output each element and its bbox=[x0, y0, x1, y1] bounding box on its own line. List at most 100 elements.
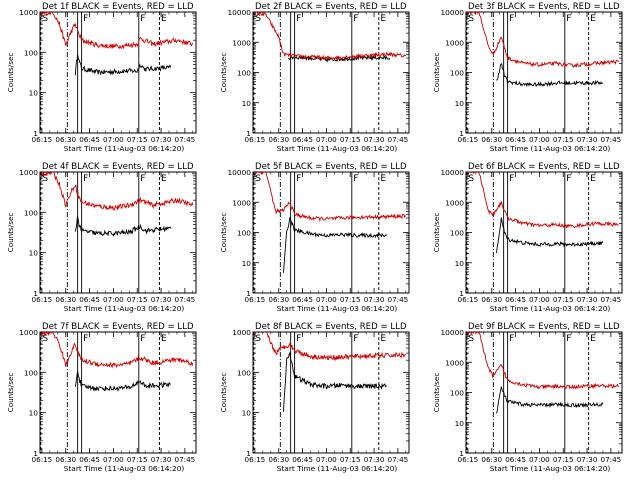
x-tick-label: 07:45 bbox=[388, 295, 409, 304]
y-tick-label: 1000 bbox=[19, 328, 38, 337]
event-marker-label: E bbox=[590, 14, 596, 24]
plot-frame bbox=[252, 171, 410, 294]
event-marker-label: E bbox=[161, 14, 167, 24]
x-tick-label: 06:45 bbox=[292, 135, 313, 144]
event-marker-label: F bbox=[140, 174, 145, 184]
x-tick-label: 07:30 bbox=[577, 295, 598, 304]
event-marker-label: F bbox=[296, 334, 301, 344]
plot-frame bbox=[465, 171, 623, 294]
event-marker-label: F bbox=[566, 334, 571, 344]
x-tick-label: 06:15 bbox=[458, 455, 479, 464]
plot-frame bbox=[39, 331, 197, 454]
y-tick-label: 1 bbox=[33, 449, 38, 458]
x-tick-label: 07:00 bbox=[316, 135, 337, 144]
event-marker-label: F bbox=[296, 14, 301, 24]
panel-det-9: Det 9f BLACK = Events, RED = LLD Counts/s… bbox=[432, 322, 623, 473]
x-tick-label: 07:30 bbox=[151, 135, 172, 144]
y-tick-label: 1000 bbox=[445, 358, 464, 367]
y-axis-label: Counts/sec bbox=[219, 373, 228, 413]
x-tick-label: 06:30 bbox=[481, 455, 502, 464]
x-tick-label: 06:45 bbox=[292, 455, 313, 464]
y-tick-label: 10000 bbox=[227, 8, 251, 17]
panel-det-7: Det 7f BLACK = Events, RED = LLD Counts/s… bbox=[6, 322, 197, 473]
event-marker-label: E bbox=[161, 334, 167, 344]
panel-det-5: Det 5f BLACK = Events, RED = LLD Counts/s… bbox=[219, 162, 410, 313]
y-tick-label: 1 bbox=[246, 289, 251, 298]
x-tick-label: 06:15 bbox=[32, 135, 53, 144]
series-lld-line bbox=[253, 172, 407, 223]
y-tick-label: 1 bbox=[33, 129, 38, 138]
x-tick-label: 07:45 bbox=[388, 135, 409, 144]
x-axis-label: Start Time (11-Aug-03 06:14:20) bbox=[490, 304, 611, 313]
x-axis-label: Start Time (11-Aug-03 06:14:20) bbox=[277, 144, 398, 153]
y-tick-label: 100 bbox=[24, 208, 38, 217]
panel-det-3: Det 3f BLACK = Events, RED = LLD Counts/s… bbox=[432, 2, 623, 153]
event-marker-label: S bbox=[255, 14, 261, 24]
x-tick-label: 06:45 bbox=[79, 135, 100, 144]
x-tick-label: 07:15 bbox=[553, 455, 574, 464]
event-marker-label: S bbox=[42, 334, 48, 344]
y-tick-label: 1 bbox=[246, 129, 251, 138]
x-tick-label: 07:15 bbox=[127, 455, 148, 464]
x-tick-label: 06:15 bbox=[32, 295, 53, 304]
series-lld-line bbox=[40, 332, 194, 369]
y-tick-label: 1000 bbox=[232, 38, 251, 47]
event-marker-label: F bbox=[566, 14, 571, 24]
y-tick-label: 1000 bbox=[19, 168, 38, 177]
x-tick-label: 07:45 bbox=[175, 295, 196, 304]
chart-title: Det 8f BLACK = Events, RED = LLD bbox=[255, 322, 407, 332]
event-marker-label: S bbox=[42, 174, 48, 184]
y-tick-label: 10 bbox=[455, 419, 465, 428]
y-tick-label: 1000 bbox=[445, 38, 464, 47]
x-tick-label: 07:45 bbox=[601, 455, 622, 464]
y-tick-label: 100 bbox=[450, 229, 464, 238]
x-tick-label: 06:15 bbox=[245, 455, 266, 464]
x-tick-label: 06:15 bbox=[458, 135, 479, 144]
y-tick-label: 100 bbox=[237, 69, 251, 78]
series-events-line bbox=[74, 371, 171, 392]
event-marker-label: E bbox=[161, 174, 167, 184]
x-tick-label: 06:45 bbox=[505, 135, 526, 144]
x-tick-label: 07:00 bbox=[316, 295, 337, 304]
event-marker-label: E bbox=[590, 334, 596, 344]
y-axis-label: Counts/sec bbox=[432, 213, 441, 253]
y-tick-label: 1000 bbox=[19, 8, 38, 17]
chart-title: Det 6f BLACK = Events, RED = LLD bbox=[468, 162, 620, 172]
event-marker-label: S bbox=[468, 174, 474, 184]
x-axis-label: Start Time (11-Aug-03 06:14:20) bbox=[64, 304, 185, 313]
event-marker-label: F bbox=[140, 14, 145, 24]
x-tick-label: 07:15 bbox=[340, 455, 361, 464]
x-axis-label: Start Time (11-Aug-03 06:14:20) bbox=[64, 464, 185, 473]
y-axis-label: Counts/sec bbox=[219, 213, 228, 253]
event-marker-label: F bbox=[83, 174, 88, 184]
y-tick-label: 100 bbox=[237, 368, 251, 377]
y-axis-label: Counts/sec bbox=[6, 213, 15, 253]
y-axis-label: Counts/sec bbox=[219, 53, 228, 93]
event-marker-label: F bbox=[353, 174, 358, 184]
x-tick-label: 07:15 bbox=[340, 135, 361, 144]
y-tick-label: 1 bbox=[246, 449, 251, 458]
series-lld-line bbox=[466, 12, 619, 68]
plot-frame bbox=[39, 11, 197, 134]
series-events-line bbox=[74, 54, 172, 76]
x-tick-label: 06:15 bbox=[245, 295, 266, 304]
x-axis-label: Start Time (11-Aug-03 06:14:20) bbox=[277, 464, 398, 473]
y-axis-label: Counts/sec bbox=[432, 373, 441, 413]
event-marker-label: F bbox=[83, 14, 88, 24]
series-events-line bbox=[283, 217, 388, 273]
event-marker-label: S bbox=[468, 334, 474, 344]
y-tick-label: 100 bbox=[450, 389, 464, 398]
event-marker-label: E bbox=[380, 334, 386, 344]
x-tick-label: 06:45 bbox=[79, 295, 100, 304]
y-tick-label: 10 bbox=[29, 249, 39, 258]
x-tick-label: 07:15 bbox=[340, 295, 361, 304]
event-marker-label: F bbox=[296, 174, 301, 184]
event-marker-label: E bbox=[590, 174, 596, 184]
x-tick-label: 07:30 bbox=[364, 295, 385, 304]
event-marker-label: F bbox=[509, 334, 514, 344]
x-axis-label: Start Time (11-Aug-03 06:14:20) bbox=[64, 144, 185, 153]
y-axis-label: Counts/sec bbox=[432, 53, 441, 93]
x-tick-label: 06:30 bbox=[481, 135, 502, 144]
event-marker-label: S bbox=[255, 334, 261, 344]
